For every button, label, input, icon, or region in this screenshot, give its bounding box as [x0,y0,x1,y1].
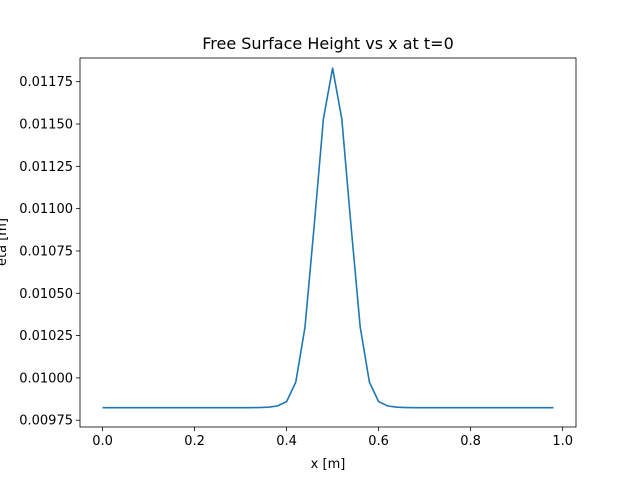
y-tick-label: 0.01125 [19,160,73,175]
x-tick-label: 0.8 [460,434,481,449]
y-tick-label: 0.01050 [19,287,73,302]
x-tick-label: 0.2 [184,434,205,449]
series-line [102,67,554,409]
x-tick-label: 0.4 [276,434,297,449]
y-tick-label: 0.00975 [19,414,73,429]
x-tick-label: 0.6 [368,434,389,449]
axes-frame [79,57,577,428]
y-tick-label: 0.01075 [19,244,73,259]
x-tick-label: 0.0 [92,434,113,449]
y-tick-label: 0.01025 [19,329,73,344]
y-axis-label: eta [m] [0,218,10,266]
x-axis-label: x [m] [311,457,346,472]
x-tick-label: 1.0 [552,434,573,449]
y-tick-label: 0.01100 [19,202,73,217]
y-tick-label: 0.01150 [19,118,73,133]
y-tick-label: 0.01000 [19,371,73,386]
y-tick-label: 0.01175 [19,75,73,90]
plot-area: 0.0 0.2 0.4 0.6 0.8 1.0 0.00975 0.01000 0.01025 0… [19,57,577,449]
chart-title: Free Surface Height vs x at t=0 [202,34,454,53]
